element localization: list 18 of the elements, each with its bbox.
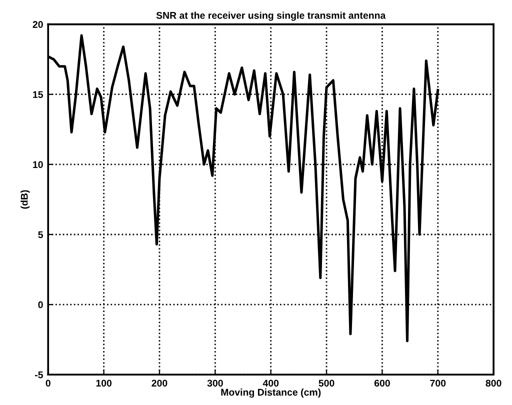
x-tick-label: 600 bbox=[374, 380, 390, 387]
y-tick-label: 15 bbox=[33, 91, 43, 98]
x-tick-label: 0 bbox=[46, 380, 50, 387]
y-tick-label: 20 bbox=[32, 21, 43, 28]
x-tick-label: 100 bbox=[96, 380, 112, 387]
x-tick-label: 400 bbox=[262, 380, 279, 387]
chart-title: SNR at the receiver using single transmit antenna bbox=[156, 12, 386, 21]
y-tick-label: -5 bbox=[35, 371, 43, 378]
x-tick-label: 500 bbox=[318, 380, 334, 387]
y-axis-title: (dB) bbox=[20, 190, 30, 209]
x-tick-label: 800 bbox=[486, 380, 502, 387]
y-tick-label: 10 bbox=[33, 161, 43, 168]
y-tick-label: 5 bbox=[38, 231, 43, 238]
x-axis-title: Moving Distance (cm) bbox=[221, 388, 321, 398]
x-tick-label: 300 bbox=[207, 380, 223, 387]
x-tick-label: 200 bbox=[152, 380, 168, 387]
x-tick-label: 700 bbox=[430, 380, 446, 387]
y-tick-label: 0 bbox=[38, 301, 43, 308]
